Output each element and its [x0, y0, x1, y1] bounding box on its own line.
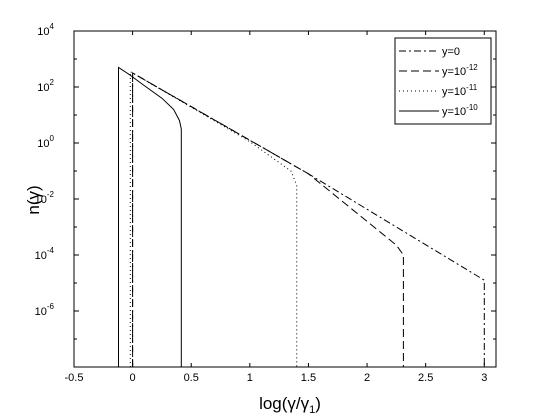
legend-box	[394, 37, 492, 125]
y-tick-label: 102	[37, 78, 54, 94]
series-line-3	[118, 66, 182, 367]
series-line-1	[132, 72, 404, 367]
x-tick-label: 3	[481, 372, 487, 384]
legend-entry-1: y=10-12	[442, 63, 478, 78]
y-tick-label: 100	[37, 134, 54, 150]
series-layer	[118, 66, 485, 367]
legend: y=0 y=10-12 y=10-11 y=10-10	[394, 37, 492, 125]
legend-entry-3: y=10-10	[442, 103, 478, 118]
y-tick-label: 104	[37, 22, 54, 38]
x-tick-label: 0.5	[184, 372, 199, 384]
legend-entry-2: y=10-11	[442, 83, 478, 98]
x-tick-label: -0.5	[65, 372, 84, 384]
x-tick-label: 1.5	[301, 372, 316, 384]
x-tick-label: 2	[364, 372, 370, 384]
x-tick-label: 2.5	[418, 372, 433, 384]
y-tick-label: 10-4	[35, 246, 55, 262]
ticks-layer: -0.5 0 0.5 1 1.5 2 2.5 3 104 102 100 10-2 10-4 10-6	[35, 22, 496, 384]
x-tick-label: 1	[247, 372, 253, 384]
x-tick-label: 0	[130, 372, 136, 384]
x-axis-title: log(γ/γ1)	[259, 394, 321, 416]
y-axis-title: n(γ)	[24, 185, 43, 214]
y-tick-label: 10-6	[35, 302, 55, 318]
y-tick-label: 10-2	[35, 190, 55, 206]
legend-entry-0: y=0	[442, 46, 460, 58]
